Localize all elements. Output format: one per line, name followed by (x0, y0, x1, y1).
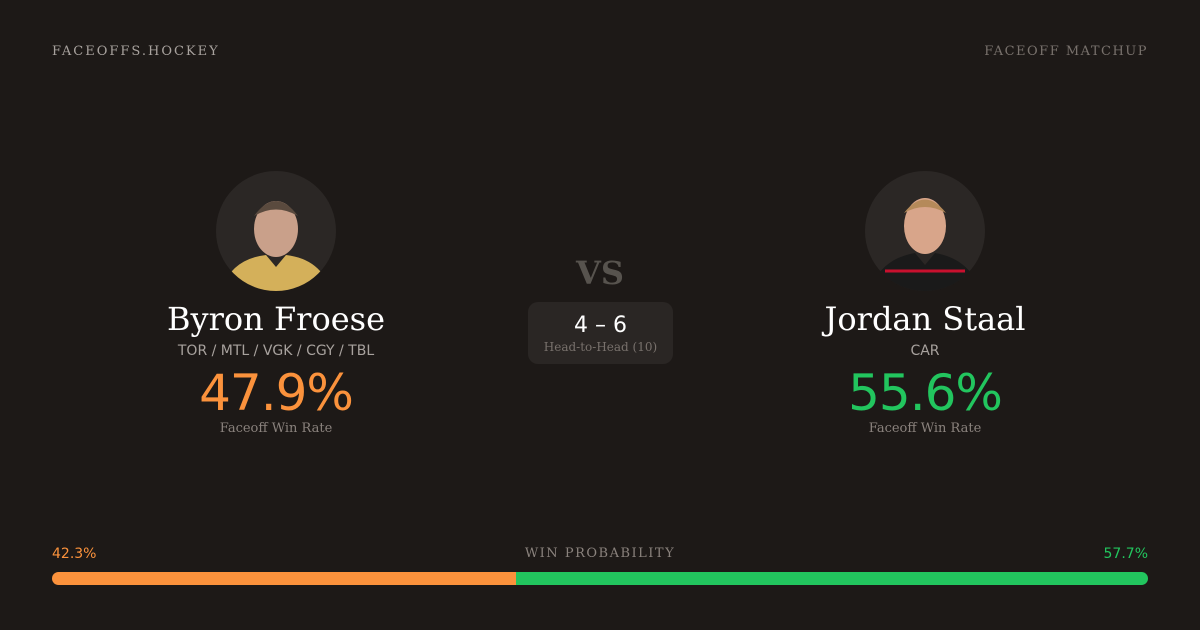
brand-logo: FACEOFFS.HOCKEY (52, 44, 220, 59)
player-avatar (216, 171, 336, 291)
win-rate: 55.6% (848, 364, 1003, 422)
player-name: Jordan Staal (824, 300, 1026, 338)
h2h-score: 4 – 6 (574, 313, 627, 338)
h2h-label: Head-to-Head (10) (543, 340, 658, 354)
win-probability-right: 57.7% (1103, 546, 1148, 562)
head-to-head-card: 4 – 6 Head-to-Head (10) (528, 302, 673, 364)
player-teams: TOR / MTL / VGK / CGY / TBL (177, 343, 375, 359)
player-left: Byron Froese TOR / MTL / VGK / CGY / TBL… (76, 171, 476, 436)
win-probability-right-fill (515, 572, 1148, 585)
player-teams: CAR (910, 343, 940, 359)
win-rate-label: Faceoff Win Rate (219, 421, 333, 436)
win-probability-title: WIN PROBABILITY (524, 546, 676, 561)
win-probability-left: 42.3% (52, 546, 97, 562)
vs-label: VS (576, 254, 624, 292)
player-avatar (865, 171, 985, 291)
win-probability-left-fill (52, 572, 516, 585)
win-probability-bar (52, 572, 1148, 585)
player-name: Byron Froese (167, 300, 385, 338)
win-rate: 47.9% (199, 364, 354, 422)
page-type: FACEOFF MATCHUP (984, 44, 1148, 59)
player-right: Jordan Staal CAR 55.6% Faceoff Win Rate (725, 171, 1125, 436)
win-rate-label: Faceoff Win Rate (868, 421, 982, 436)
